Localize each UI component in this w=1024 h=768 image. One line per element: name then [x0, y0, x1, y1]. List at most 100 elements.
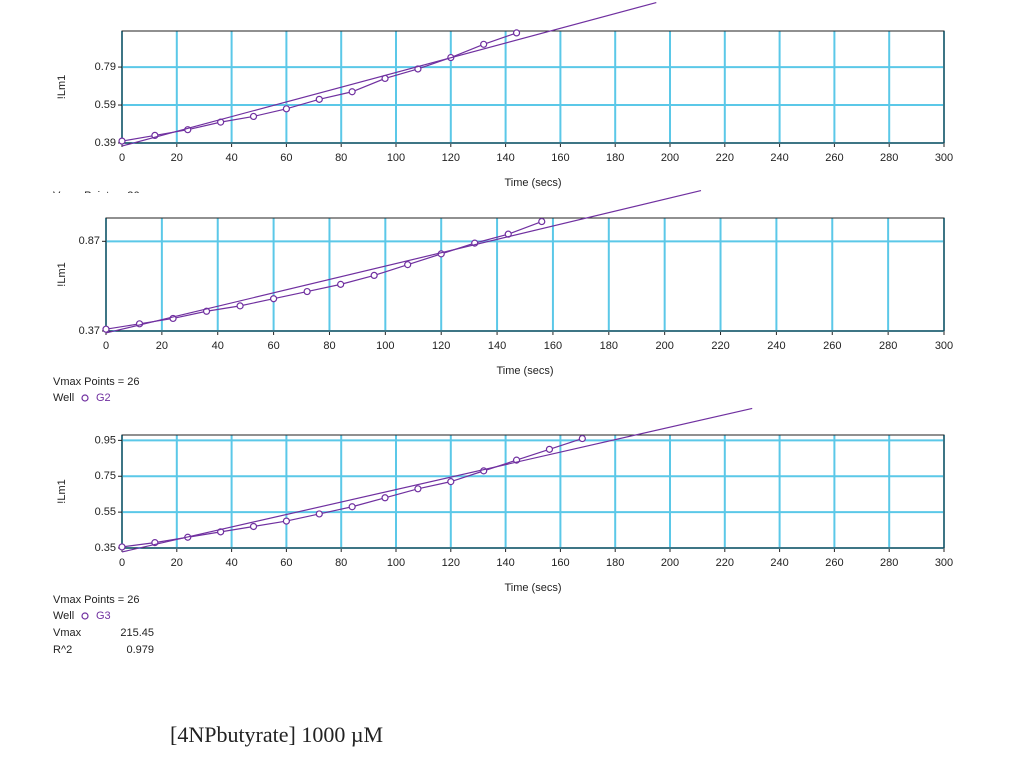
fit-line	[121, 407, 753, 553]
x-tick-label: 100	[387, 152, 405, 164]
legend-marker	[81, 394, 89, 402]
x-tick-label: 160	[544, 340, 562, 352]
x-tick-label: 300	[935, 557, 953, 569]
info-block: Vmax Points = 26 Well G3 Vmax 215.45 R^2 0.979	[53, 594, 154, 656]
y-axis-label: !Lm1	[56, 479, 68, 503]
y-tick-label: 0.87	[79, 235, 100, 247]
x-tick-label: 20	[171, 557, 183, 569]
data-point	[270, 295, 278, 303]
x-tick-label: 100	[387, 557, 405, 569]
x-tick-label: 220	[711, 340, 729, 352]
x-tick-label: 40	[225, 557, 237, 569]
x-tick-label: 40	[225, 152, 237, 164]
x-axis-label: Time (secs)	[504, 177, 561, 189]
plot-area	[121, 30, 945, 144]
legend-marker	[81, 612, 89, 620]
y-axis-label: !Lm1	[56, 75, 68, 99]
x-axis-label: Time (secs)	[504, 582, 561, 594]
x-tick-label: 300	[935, 340, 953, 352]
x-tick-label: 20	[156, 340, 168, 352]
y-axis-label: !Lm1	[56, 262, 68, 286]
data-point	[282, 105, 290, 113]
plot-frame	[105, 217, 945, 332]
info-r2: 0.979	[126, 644, 154, 656]
x-tick-label: 120	[432, 340, 450, 352]
fit-line	[121, 1, 657, 147]
x-tick-label: 80	[335, 152, 347, 164]
data-point	[118, 543, 126, 551]
data-point	[578, 434, 586, 443]
data-point	[348, 503, 356, 511]
data-point	[480, 40, 488, 48]
x-tick-label: 180	[606, 152, 624, 164]
x-tick-label: 100	[376, 340, 394, 352]
x-tick-label: 200	[661, 152, 679, 164]
x-tick-label: 60	[280, 152, 292, 164]
x-tick-label: 240	[770, 152, 788, 164]
data-point	[370, 271, 378, 279]
x-tick-label: 280	[880, 152, 898, 164]
plot-frame	[121, 30, 945, 144]
x-tick-label: 260	[825, 557, 843, 569]
info-points: Vmax Points = 26	[53, 376, 140, 388]
info-r2-label: R^2	[53, 644, 72, 656]
y-tick-label: 0.59	[95, 99, 116, 111]
x-tick-label: 220	[716, 152, 734, 164]
info-vmax-label: Vmax	[53, 627, 82, 639]
data-point	[414, 485, 422, 493]
x-tick-label: 80	[323, 340, 335, 352]
x-tick-label: 140	[488, 340, 506, 352]
x-tick-label: 140	[496, 152, 514, 164]
x-tick-label: 260	[823, 340, 841, 352]
data-point	[381, 494, 389, 502]
plot-frame	[121, 434, 945, 549]
x-tick-label: 180	[600, 340, 618, 352]
fit-line	[105, 189, 702, 334]
x-tick-label: 180	[606, 557, 624, 569]
data-point	[545, 445, 554, 453]
data-point	[249, 112, 258, 121]
y-tick-label: 0.95	[95, 434, 116, 446]
x-tick-label: 200	[661, 557, 679, 569]
info-block: Vmax Points = 26	[53, 190, 140, 202]
x-tick-label: 60	[280, 557, 292, 569]
info-block: Vmax Points = 26 Well G2	[53, 376, 140, 404]
legend-label: G2	[96, 392, 111, 404]
x-tick-label: 40	[212, 340, 224, 352]
x-tick-label: 160	[551, 152, 569, 164]
x-tick-label: 0	[119, 557, 125, 569]
caption: [4NPbutyrate] 1000 µM	[170, 722, 383, 747]
data-point	[538, 217, 546, 226]
data-point	[404, 261, 412, 269]
x-tick-label: 240	[767, 340, 785, 352]
x-tick-label: 260	[825, 152, 843, 164]
data-point	[337, 280, 345, 288]
x-tick-label: 280	[880, 557, 898, 569]
data-point	[512, 29, 521, 37]
x-tick-label: 280	[879, 340, 897, 352]
data-point	[315, 95, 323, 103]
x-tick-label: 80	[335, 557, 347, 569]
x-tick-label: 160	[551, 557, 569, 569]
y-tick-label: 0.55	[95, 506, 116, 518]
x-tick-label: 0	[103, 340, 109, 352]
x-tick-label: 300	[935, 152, 953, 164]
y-tick-label: 0.37	[79, 325, 100, 337]
plot-area	[121, 434, 945, 549]
data-point	[102, 325, 110, 333]
data-point	[447, 478, 455, 486]
info-points: Vmax Points = 26	[53, 190, 140, 202]
info-well-label: Well	[53, 392, 74, 404]
legend-label: G3	[96, 610, 111, 622]
x-tick-label: 240	[770, 557, 788, 569]
y-tick-label: 0.39	[95, 137, 116, 149]
info-points: Vmax Points = 26	[53, 594, 140, 606]
data-point	[303, 287, 311, 296]
data-point	[348, 88, 356, 96]
x-tick-label: 120	[442, 152, 460, 164]
x-tick-label: 220	[716, 557, 734, 569]
x-tick-label: 200	[655, 340, 673, 352]
data-point	[118, 137, 126, 145]
